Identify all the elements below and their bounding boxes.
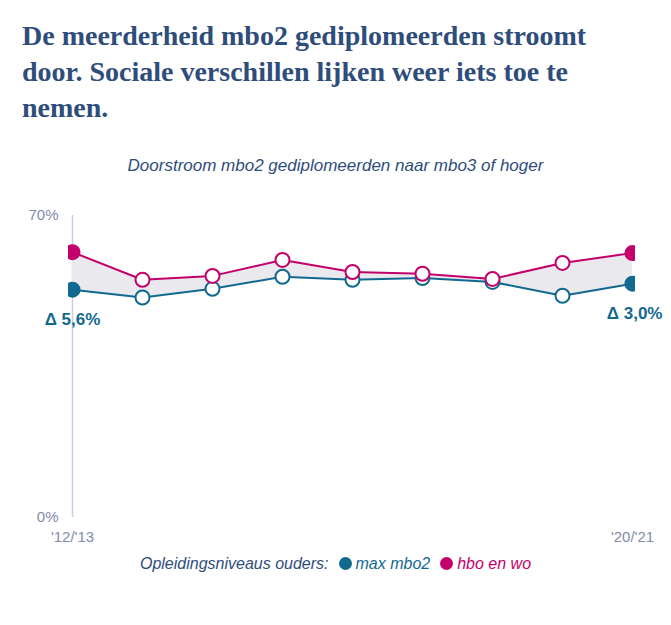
svg-text:'20/'21: '20/'21 bbox=[611, 528, 654, 545]
html-text:De meerderheid mbo2 gediplomee: De meerderheid mbo2 gediplomeerden stroo… bbox=[22, 20, 586, 123]
svg-text:Δ 3,0%: Δ 3,0% bbox=[607, 304, 663, 323]
html-text:Doorstroom mbo2 gediplomeerden: Doorstroom mbo2 gediplomeerden naar mbo3… bbox=[127, 156, 544, 175]
svg-text:Δ 5,6%: Δ 5,6% bbox=[45, 310, 101, 329]
svg-text:0%: 0% bbox=[37, 508, 59, 525]
svg-text:'12/'13: '12/'13 bbox=[51, 528, 94, 545]
html-text:Opleidingsniveaus ouders:: Opleidingsniveaus ouders: bbox=[139, 555, 329, 572]
html-text:max mbo2: max mbo2 bbox=[355, 555, 431, 572]
svg-text:70%: 70% bbox=[28, 206, 58, 223]
html-text:hbo en wo: hbo en wo bbox=[457, 555, 531, 572]
